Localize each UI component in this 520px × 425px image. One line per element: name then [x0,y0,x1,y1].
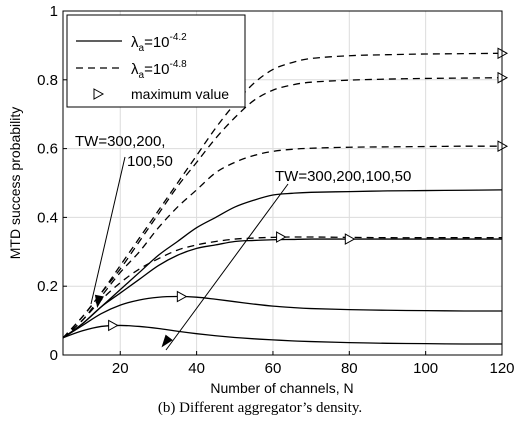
x-tick-label: 120 [489,360,514,377]
legend-entry-dashed: λa=10-4.8 [131,59,187,81]
x-tick-label: 40 [188,360,205,377]
x-tick-label: 80 [341,360,358,377]
max-marker-solid-tw50 [108,319,119,332]
x-tick-label: 60 [265,360,282,377]
annotation-arrowhead [161,334,173,348]
legend-marker-sample [93,88,105,100]
line-chart: 20 40 60 80 100 120 0 0.2 0.4 0.6 0.8 1 λa=10-4.2 λ… [7,3,515,396]
annotation-left: TW=300,200, 100,50 [75,133,173,170]
legend: λa=10-4.2 λa=10-4.8 maximum value [66,14,246,108]
legend-entry-maximum: maximum value [131,86,229,102]
tick-group: 20 40 60 80 100 120 0 0.2 0.4 0.6 0.8 1 [37,3,514,377]
x-tick-label: 20 [112,360,129,377]
annotation-arrowhead [94,294,104,308]
y-tick-label: 0 [50,347,58,364]
annotation-right-line [165,183,289,351]
annotation-right: TW=300,200,100,50 [275,168,411,185]
series-line-solid-tw100 [62,295,503,339]
y-tick-label: 1 [50,3,58,20]
series-line-solid-tw50 [62,324,503,345]
x-tick-label: 100 [413,360,438,377]
series-line-dashed-tw50 [62,236,502,339]
max-marker-dashed-tw50 [276,231,287,243]
max-marker-solid-tw200 [344,233,356,245]
y-tick-label: 0.4 [37,209,58,226]
series-line-dashed-tw100 [62,145,503,339]
y-tick-label: 0.8 [37,72,58,89]
y-axis-label: MTD success probability [7,107,23,260]
max-marker-solid-tw100 [176,290,188,303]
x-axis-label: Number of channels, N [210,380,353,396]
legend-entry-solid: λa=10-4.2 [131,32,187,54]
series-line-solid-tw200 [62,238,502,339]
plot-frame [62,10,503,356]
series-line-solid-tw300 [62,189,503,339]
y-tick-label: 0.6 [37,141,58,158]
series-line-dashed-tw200 [62,77,503,339]
annotation-group: TW=300,200, 100,50 TW=300,200,100,50 [75,133,411,351]
annotation-left-line [90,156,126,305]
figure-caption: (b) Different aggregator’s density. [157,400,363,416]
y-tick-label: 0.2 [37,278,58,295]
